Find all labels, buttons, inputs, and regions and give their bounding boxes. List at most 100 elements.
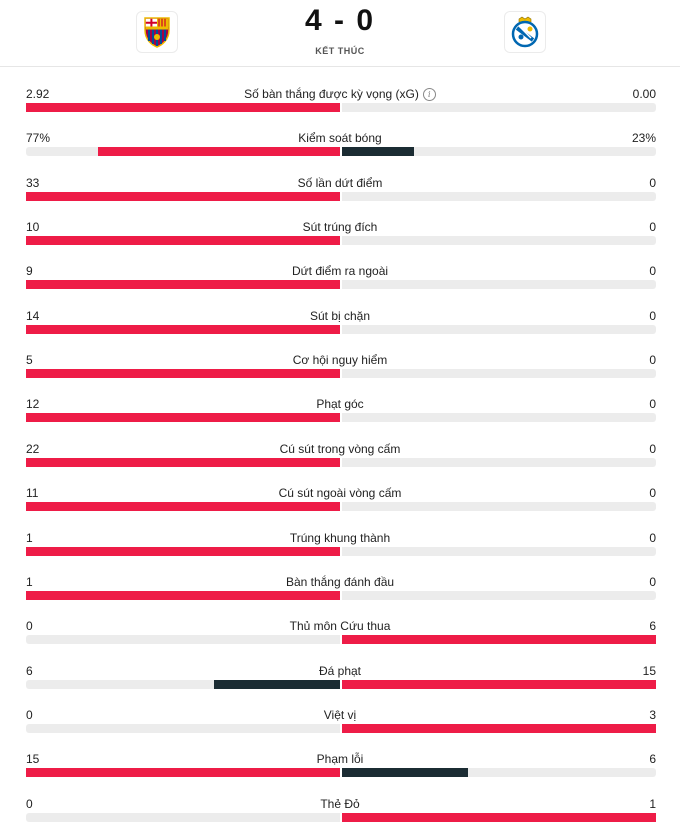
- away-stat-bar: [342, 768, 468, 778]
- stat-label-text: Số bàn thắng được kỳ vọng (xG): [244, 87, 419, 101]
- stat-label: Cú sút trong vòng cấm: [140, 442, 540, 456]
- home-stat-bar-track: [26, 280, 340, 290]
- away-stat-bar-track: [342, 502, 656, 512]
- away-stat-bar: [342, 679, 656, 689]
- home-stat-bar-track: [26, 147, 340, 157]
- home-stat-bar: [26, 413, 340, 423]
- stat-label: Phạm lỗi: [140, 752, 540, 766]
- stat-label: Số bàn thắng được kỳ vọng (xG) i: [140, 87, 540, 101]
- home-stat-bar-track: [26, 812, 340, 822]
- home-stat-bar: [26, 457, 340, 467]
- stat-label: Dứt điểm ra ngoài: [140, 264, 540, 278]
- home-stat-bar-track: [26, 236, 340, 246]
- away-stat-value: 0: [649, 308, 656, 323]
- away-stat-bar-track: [342, 546, 656, 556]
- home-stat-bar: [26, 324, 340, 334]
- stat-label: Trúng khung thành: [140, 531, 540, 545]
- stat-label-text: Số lần dứt điểm: [297, 175, 383, 190]
- away-stat-value: 0: [649, 264, 656, 279]
- home-stat-value: 77%: [26, 131, 51, 146]
- away-stat-bar: [342, 147, 415, 157]
- away-stat-bar-track: [342, 590, 656, 600]
- match-header: 4 - 0 KẾT THÚC: [0, 0, 680, 67]
- home-stat-bar-track: [26, 191, 340, 201]
- away-stat-bar-track: [342, 280, 656, 290]
- away-stat-bar-track: [342, 103, 656, 112]
- away-stat-bar: [342, 723, 656, 733]
- home-stat-bar: [26, 236, 340, 246]
- home-stat-bar-track: [26, 324, 340, 334]
- home-stat-bar: [26, 590, 340, 600]
- stat-row: 5 Cơ hội nguy hiểm 0: [0, 339, 680, 383]
- home-stat-bar-track: [26, 457, 340, 467]
- stat-label-text: Thủ môn Cứu thua: [289, 619, 391, 634]
- home-stat-value: 0: [26, 707, 33, 722]
- away-stat-value: 3: [649, 707, 656, 722]
- home-stat-value: 9: [26, 264, 33, 279]
- stat-label-text: Việt vị: [323, 707, 357, 722]
- away-stat-value: 0: [649, 530, 656, 545]
- stat-label-text: Sút trúng đích: [302, 220, 378, 235]
- stat-row: 15 Phạm lỗi 6: [0, 738, 680, 782]
- home-stat-bar-track: [26, 546, 340, 556]
- stat-label: Bàn thắng đánh đầu: [140, 575, 540, 589]
- stat-label-text: Bàn thắng đánh đầu: [285, 574, 395, 589]
- home-stat-value: 5: [26, 353, 33, 368]
- stat-row: 2.92 Số bàn thắng được kỳ vọng (xG) i 0.00: [0, 73, 680, 117]
- stat-label: Cơ hội nguy hiểm: [140, 353, 540, 367]
- home-stat-bar: [26, 502, 340, 512]
- stat-row: 0 Thủ môn Cứu thua 6: [0, 605, 680, 649]
- stat-label-text: Kiểm soát bóng: [298, 131, 382, 146]
- real-sociedad-crest-icon: [511, 16, 539, 48]
- stat-label: Kiểm soát bóng: [140, 131, 540, 145]
- stat-label-text: Phạm lỗi: [316, 752, 364, 767]
- home-stat-bar-track: [26, 768, 340, 778]
- away-stat-bar-track: [342, 413, 656, 423]
- stat-label-text: Dứt điểm ra ngoài: [291, 264, 389, 279]
- stat-label: Thủ môn Cứu thua: [140, 619, 540, 633]
- home-stat-value: 0: [26, 796, 33, 811]
- stat-label-text: Đá phạt: [318, 663, 362, 678]
- stat-row: 9 Dứt điểm ra ngoài 0: [0, 250, 680, 294]
- away-stat-value: 23%: [631, 131, 656, 146]
- home-team-logo[interactable]: [136, 11, 178, 53]
- stat-label: Đá phạt: [140, 664, 540, 678]
- home-stat-bar-track: [26, 590, 340, 600]
- stat-row: 1 Trúng khung thành 0: [0, 517, 680, 561]
- stat-label: Số lần dứt điểm: [140, 176, 540, 190]
- away-stat-bar-track: [342, 635, 656, 645]
- stat-row: 0 Thẻ Đỏ 1: [0, 783, 680, 827]
- away-team-logo[interactable]: [504, 11, 546, 53]
- stat-label-text: Sút bị chặn: [309, 308, 371, 323]
- match-status: KẾT THÚC: [315, 46, 365, 56]
- home-stat-bar: [26, 191, 340, 201]
- away-stat-bar-track: [342, 457, 656, 467]
- stat-label: Việt vị: [140, 708, 540, 722]
- stat-label-text: Cú sút ngoài vòng cấm: [278, 486, 402, 501]
- away-stat-bar-track: [342, 324, 656, 334]
- home-stat-value: 10: [26, 220, 40, 235]
- stat-row: 10 Sút trúng đích 0: [0, 206, 680, 250]
- stat-row: 1 Bàn thắng đánh đầu 0: [0, 561, 680, 605]
- stat-label-text: Cơ hội nguy hiểm: [292, 353, 388, 368]
- away-stat-bar-track: [342, 812, 656, 822]
- home-stat-bar: [26, 103, 340, 112]
- home-stat-bar: [214, 679, 340, 689]
- home-stat-value: 1: [26, 574, 33, 589]
- away-stat-value: 0: [649, 397, 656, 412]
- info-icon[interactable]: i: [422, 87, 436, 101]
- stat-label-text: Phạt góc: [316, 397, 364, 412]
- home-stat-bar-track: [26, 679, 340, 689]
- stat-row: 14 Sút bị chặn 0: [0, 295, 680, 339]
- away-stat-value: 0: [649, 353, 656, 368]
- away-stat-bar: [342, 812, 656, 822]
- stat-row: 33 Số lần dứt điểm 0: [0, 162, 680, 206]
- stat-label-text: Thẻ Đỏ: [320, 796, 360, 811]
- away-stat-value: 0: [649, 574, 656, 589]
- home-stat-value: 15: [26, 752, 40, 767]
- away-stat-value: 6: [649, 619, 656, 634]
- match-score: 4 - 0: [304, 4, 376, 37]
- home-stat-bar: [26, 546, 340, 556]
- away-stat-value: 0: [649, 175, 656, 190]
- home-stat-bar-track: [26, 635, 340, 645]
